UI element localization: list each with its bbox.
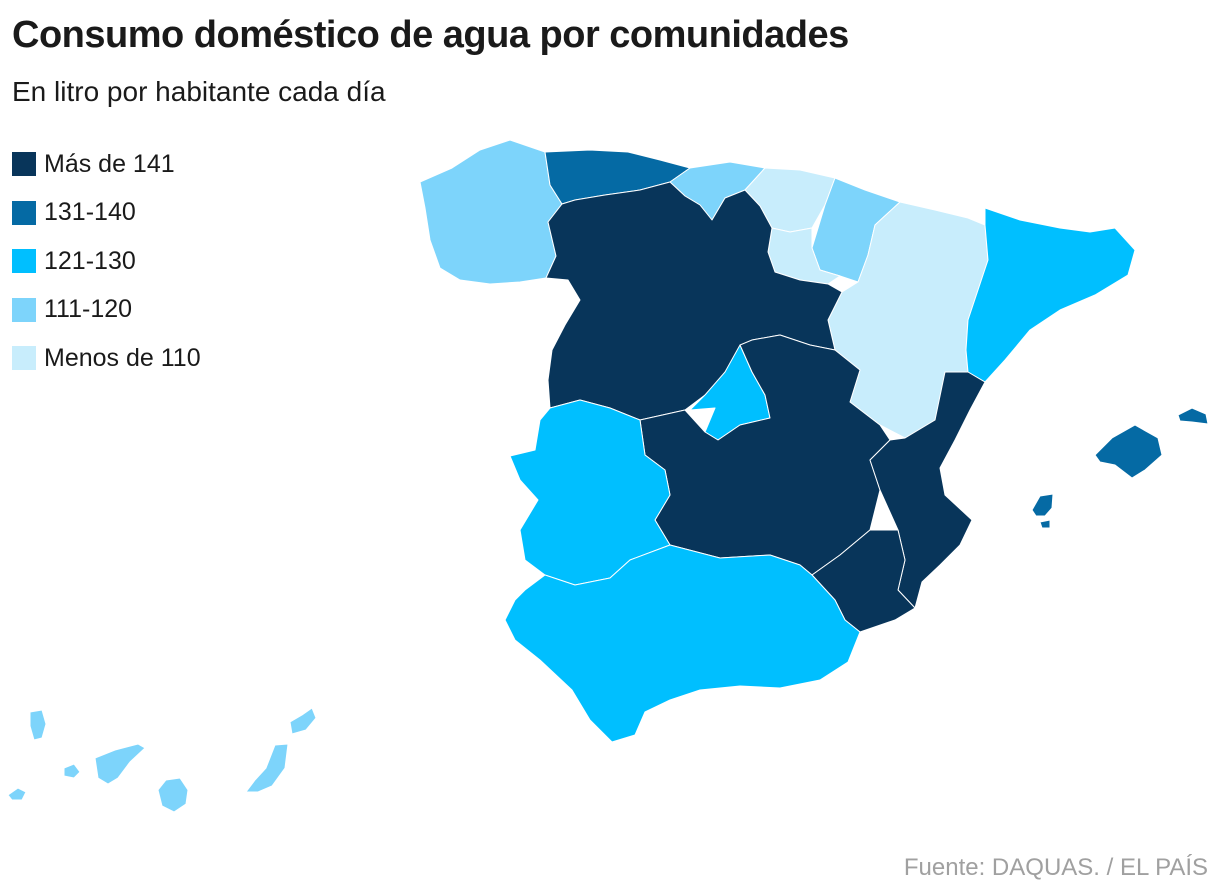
region-baleares-mallorca[interactable] [1094,424,1163,479]
legend-swatch [12,346,36,371]
legend-swatch [12,297,36,322]
legend-swatch [12,200,36,225]
legend-item-menos-de-110: Menos de 110 [12,334,201,383]
legend-swatch [12,249,36,274]
legend-item-121-130: 121-130 [12,237,201,286]
legend-label: Más de 141 [44,149,175,178]
legend-item-mas-de-141: Más de 141 [12,140,201,189]
region-murcia[interactable] [811,529,916,633]
legend: Más de 141 131-140 121-130 111-120 Menos… [12,140,201,383]
region-baleares-ibiza[interactable] [1031,493,1054,517]
region-canarias-el-hierro[interactable] [7,787,27,801]
region-valenciana[interactable] [869,371,986,609]
region-canarias-tenerife[interactable] [94,743,146,785]
region-baleares-formentera[interactable] [1039,519,1051,529]
region-canarias-la-gomera[interactable] [63,763,81,779]
legend-label: 121-130 [44,246,136,275]
legend-item-111-120: 111-120 [12,286,201,335]
region-cataluna[interactable] [965,207,1136,383]
region-galicia[interactable] [419,139,563,285]
source-credit: Fuente: DAQUAS. / EL PAÍS [903,854,1208,881]
legend-label: 111-120 [44,295,133,324]
region-canarias-la-palma[interactable] [29,709,47,741]
legend-label: Menos de 110 [44,343,201,372]
region-canarias-gran-canaria[interactable] [157,777,189,813]
legend-label: 131-140 [44,198,136,227]
map-title: Consumo doméstico de agua por comunidade… [12,14,849,56]
legend-swatch [12,152,36,177]
region-baleares-menorca[interactable] [1177,407,1209,425]
legend-item-131-140: 131-140 [12,189,201,238]
region-canarias-fuerteventura[interactable] [245,743,289,793]
region-canarias-lanzarote[interactable] [289,707,317,735]
region-andalucia[interactable] [504,544,861,743]
map-subtitle: En litro por habitante cada día [12,76,386,107]
